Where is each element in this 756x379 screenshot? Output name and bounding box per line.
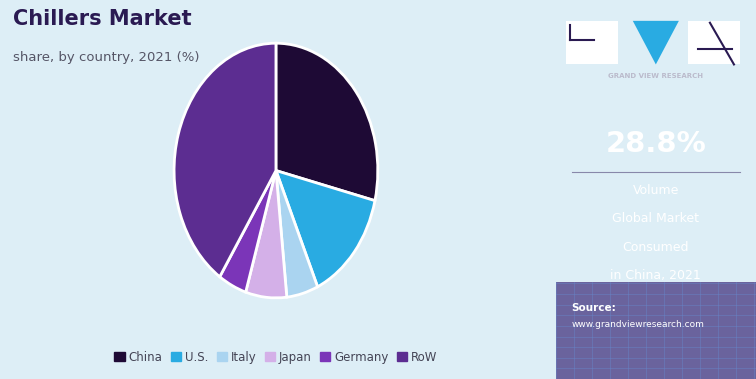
Wedge shape [276, 171, 318, 297]
Text: in China, 2021: in China, 2021 [610, 269, 702, 282]
Wedge shape [246, 171, 287, 298]
Text: Source:: Source: [572, 303, 616, 313]
FancyBboxPatch shape [688, 21, 740, 64]
Text: GRAND VIEW RESEARCH: GRAND VIEW RESEARCH [609, 73, 703, 79]
Legend: China, U.S., Italy, Japan, Germany, RoW: China, U.S., Italy, Japan, Germany, RoW [110, 346, 442, 368]
Wedge shape [276, 43, 378, 200]
Polygon shape [633, 21, 679, 64]
Wedge shape [174, 43, 276, 277]
Text: Global Market: Global Market [612, 212, 699, 225]
Text: www.grandviewresearch.com: www.grandviewresearch.com [572, 320, 705, 329]
Wedge shape [276, 171, 375, 287]
Text: Volume: Volume [633, 184, 679, 197]
FancyBboxPatch shape [556, 282, 756, 379]
Text: 28.8%: 28.8% [606, 130, 706, 158]
FancyBboxPatch shape [565, 21, 618, 64]
Text: Consumed: Consumed [623, 241, 689, 254]
Text: share, by country, 2021 (%): share, by country, 2021 (%) [13, 51, 200, 64]
Text: Chillers Market: Chillers Market [13, 9, 191, 30]
Wedge shape [220, 171, 276, 292]
